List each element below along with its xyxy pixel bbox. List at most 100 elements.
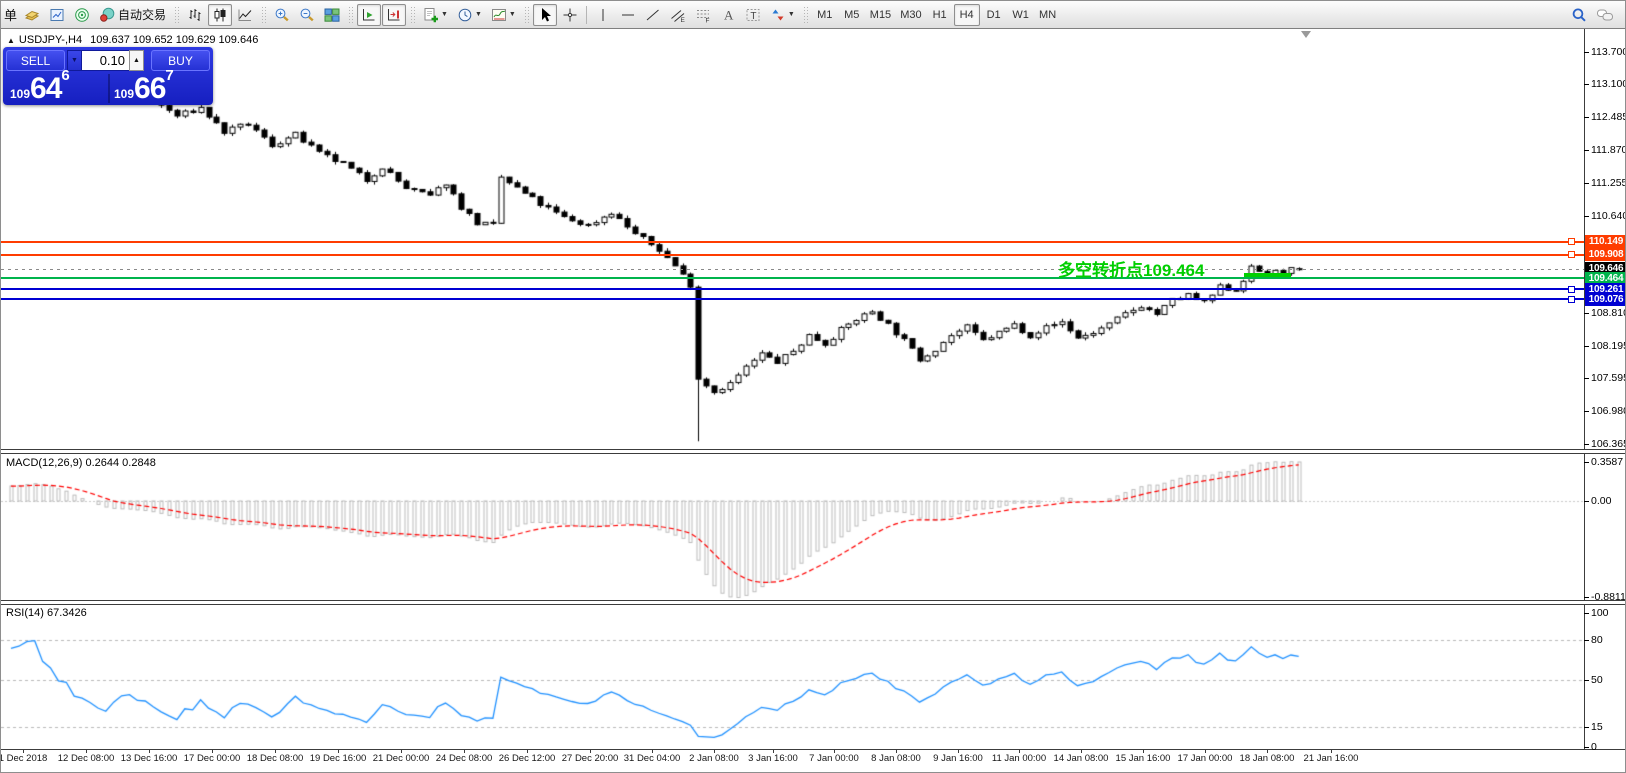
time-axis-tick [527, 749, 528, 753]
rsi-axis-label: 15 [1591, 720, 1603, 733]
order-menu-label[interactable]: 单 [4, 8, 18, 23]
svg-text:E: E [680, 17, 685, 23]
time-axis-label: 8 Jan 08:00 [871, 753, 921, 764]
price-axis-tick [1584, 116, 1589, 118]
equidistant-channel-icon: E [670, 7, 686, 23]
cursor-icon [537, 7, 553, 23]
chevron-down-icon: ▼ [508, 11, 516, 18]
volume-increase-button[interactable]: ▲ [129, 50, 144, 71]
rsi-axis-tick [1584, 747, 1589, 748]
main-chart-canvas[interactable] [1, 29, 1584, 449]
timeframe-w1-button[interactable]: W1 [1012, 8, 1029, 21]
horizontal-level-line[interactable] [1, 240, 1584, 243]
time-axis-label: 21 Dec 00:00 [372, 753, 430, 764]
search-button[interactable] [1567, 4, 1591, 26]
toolbar-grip [348, 5, 354, 24]
rsi-axis-label: 50 [1591, 673, 1603, 686]
timeframe-m15-button[interactable]: M15 [869, 8, 892, 21]
arrows-button[interactable]: ▼ [766, 4, 799, 26]
time-axis-tick [1019, 749, 1020, 753]
text-label-button[interactable]: T [741, 4, 765, 26]
rsi-splitter[interactable] [1, 600, 1625, 605]
line-handle[interactable] [1568, 251, 1575, 259]
tile-windows-button[interactable] [320, 4, 344, 26]
auto-scroll-button[interactable] [357, 3, 382, 26]
fibonacci-button[interactable]: F [691, 4, 715, 26]
horizontal-level-line[interactable] [1, 253, 1584, 256]
macd-splitter[interactable] [1, 449, 1625, 454]
cursor-button[interactable] [532, 3, 557, 26]
time-axis-label: 31 Dec 04:00 [623, 753, 681, 764]
indicators-button[interactable]: ▼ [419, 4, 452, 26]
zoom-out-button[interactable] [295, 4, 319, 26]
chevron-down-icon: ▼ [787, 11, 795, 18]
equidistant-channel-button[interactable]: E [666, 4, 690, 26]
price-axis-label: 107.595 [1591, 372, 1626, 385]
market-watch-button[interactable] [45, 4, 69, 26]
text-label-icon: T [745, 7, 761, 23]
horizontal-line-button[interactable] [616, 4, 640, 26]
sell-button[interactable]: SELL [6, 50, 65, 71]
sell-price-prefix: 109 [10, 87, 31, 101]
macd-axis-tick [1584, 597, 1589, 599]
timeframe-h1-button[interactable]: H1 [932, 8, 947, 21]
timeframe-m5-button[interactable]: M5 [844, 8, 860, 21]
price-axis-border [1584, 29, 1585, 749]
line-handle[interactable] [1568, 295, 1575, 303]
line-handle[interactable] [1568, 285, 1575, 293]
periods-button[interactable]: ▼ [453, 4, 486, 26]
autotrading-icon [99, 7, 115, 23]
timeframe-h4-button[interactable]: H4 [953, 3, 980, 26]
timeframe-m1-button[interactable]: M1 [817, 8, 833, 21]
timeframe-m30-button[interactable]: M30 [900, 8, 922, 21]
time-axis-label: 9 Jan 16:00 [933, 753, 983, 764]
tile-windows-icon [324, 7, 340, 23]
macd-canvas[interactable] [1, 454, 1584, 600]
chart-shift-button[interactable] [382, 3, 407, 26]
sell-price-big: 64 [30, 72, 62, 105]
volume-field[interactable]: 0.10 [82, 50, 129, 71]
volume-decrease-button[interactable]: ▼ [67, 50, 82, 71]
new-order-button[interactable] [20, 4, 44, 26]
autotrading-button[interactable]: 自动交易 [95, 4, 170, 26]
navigator-icon [74, 7, 90, 23]
toolbar: 单 自动交易 ▼ ▼ ▼ E F A T ▼ M1 M [1, 1, 1625, 29]
navigator-button[interactable] [70, 4, 94, 26]
chart-shift-marker[interactable] [1301, 31, 1311, 38]
rsi-canvas[interactable] [1, 605, 1584, 749]
fibonacci-icon: F [695, 7, 711, 23]
text-button[interactable]: A [716, 4, 740, 26]
line-handle[interactable] [1568, 238, 1575, 246]
chat-button[interactable] [1592, 4, 1618, 26]
pivot-annotation[interactable]: 多空转折点109.464 [1058, 261, 1205, 280]
horizontal-level-line[interactable] [1, 277, 1584, 280]
time-axis-tick [1143, 749, 1144, 753]
collapse-trade-panel-arrow[interactable]: ▲ [7, 36, 15, 45]
buy-price-pip: 7 [165, 67, 174, 84]
time-axis-label: 15 Jan 16:00 [1115, 753, 1171, 764]
candlestick-chart-button[interactable] [208, 3, 233, 26]
time-axis-label: 17 Dec 00:00 [183, 753, 241, 764]
timeframe-d1-button[interactable]: D1 [986, 8, 1001, 21]
horizontal-level-line[interactable] [1, 298, 1584, 301]
rsi-axis-tick [1584, 726, 1589, 728]
timeframe-mn-button[interactable]: MN [1039, 8, 1057, 21]
time-axis-label: 13 Dec 16:00 [120, 753, 178, 764]
crosshair-button[interactable] [558, 4, 582, 26]
templates-button[interactable]: ▼ [487, 4, 520, 26]
templates-icon [491, 7, 507, 23]
buy-button[interactable]: BUY [151, 50, 210, 71]
horizontal-level-line[interactable] [1, 288, 1584, 291]
zoom-in-button[interactable] [270, 4, 294, 26]
chevron-down-icon: ▼ [474, 11, 482, 18]
chart-title: ▲ USDJPY-,H4 109.637 109.652 109.629 109.6… [7, 34, 258, 46]
price-axis-label: 108.810 [1591, 307, 1626, 320]
price-axis-tick [1584, 313, 1589, 315]
line-chart-button[interactable] [233, 4, 257, 26]
time-axis-tick [1267, 749, 1268, 753]
bar-chart-button[interactable] [183, 4, 207, 26]
vertical-line-button[interactable] [591, 4, 615, 26]
trendline-button[interactable] [641, 4, 665, 26]
timeframe-group: M1 M5 M15 M30 H1 H4 D1 W1 MN [812, 3, 1061, 26]
